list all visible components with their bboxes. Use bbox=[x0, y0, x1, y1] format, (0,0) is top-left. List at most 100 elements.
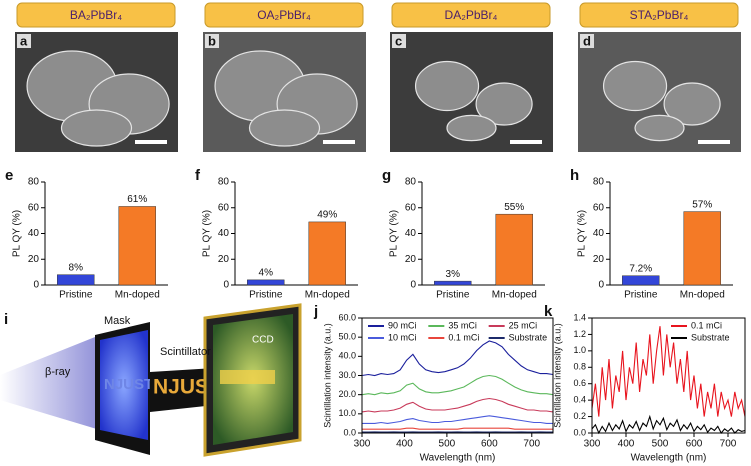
series-line bbox=[591, 414, 746, 435]
series-line bbox=[361, 340, 554, 377]
y-tick-label: 1.4 bbox=[573, 312, 586, 322]
legend-label: Substrate bbox=[691, 332, 730, 342]
series-line bbox=[362, 415, 553, 424]
header-title: BA₂PbBr₄ bbox=[70, 8, 122, 22]
bar bbox=[622, 275, 660, 286]
y-tick-label: 40 bbox=[593, 228, 605, 239]
bar bbox=[683, 211, 721, 286]
legend-label: 0.1 mCi bbox=[448, 332, 479, 342]
mask-label: Mask bbox=[104, 315, 131, 327]
y-tick-label: 80 bbox=[28, 177, 40, 188]
bar bbox=[118, 206, 156, 286]
y-tick-label: 0.6 bbox=[573, 378, 586, 388]
value-label: 7.2% bbox=[629, 263, 652, 274]
y-tick-label: 40.0 bbox=[338, 351, 356, 361]
crystal bbox=[634, 114, 685, 142]
y-tick-label: 20 bbox=[593, 254, 605, 265]
legend-label: 35 mCi bbox=[448, 320, 477, 330]
x-tick-label: Mn-doped bbox=[305, 290, 350, 301]
y-tick-label: 10.0 bbox=[338, 408, 356, 418]
x-tick-label: 500 bbox=[652, 439, 669, 450]
legend-label: 10 mCi bbox=[388, 332, 417, 342]
scale-bar bbox=[323, 140, 355, 144]
x-tick-label: Pristine bbox=[624, 290, 658, 301]
header-box bbox=[579, 2, 739, 28]
y-axis-label: PL QY (%) bbox=[389, 210, 400, 257]
y-tick-label: 60.0 bbox=[338, 312, 356, 322]
x-tick-label: 600 bbox=[686, 439, 703, 450]
panel-letter: j bbox=[313, 303, 318, 320]
panel-letter: h bbox=[570, 167, 579, 184]
y-tick-label: 0 bbox=[33, 280, 39, 291]
panel-letter: a bbox=[20, 33, 28, 48]
series-line bbox=[361, 397, 554, 413]
y-axis-label: PL QY (%) bbox=[202, 210, 213, 257]
scale-bar bbox=[698, 140, 730, 144]
x-tick-label: Mn-doped bbox=[492, 290, 537, 301]
panel-letter: e bbox=[5, 167, 13, 184]
y-tick-label: 0 bbox=[410, 280, 416, 291]
x-tick-label: Pristine bbox=[436, 290, 470, 301]
series-line bbox=[361, 374, 554, 396]
value-label: 3% bbox=[446, 269, 461, 280]
crystal bbox=[446, 114, 497, 142]
header-title: STA₂PbBr₄ bbox=[630, 8, 689, 22]
scale-bar bbox=[510, 140, 542, 144]
value-label: 49% bbox=[317, 210, 337, 221]
y-tick-label: 0 bbox=[598, 280, 604, 291]
legend-label: Substrate bbox=[509, 332, 548, 342]
x-tick-label: Pristine bbox=[249, 290, 283, 301]
crystal bbox=[602, 60, 668, 112]
plot-frame bbox=[591, 317, 746, 434]
value-label: 4% bbox=[259, 267, 274, 278]
mask-text: NJUST bbox=[104, 376, 153, 393]
y-tick-label: 50.0 bbox=[338, 332, 356, 342]
panel-letter-box bbox=[17, 34, 31, 48]
bar bbox=[57, 274, 95, 286]
series-line bbox=[591, 326, 746, 417]
y-tick-label: 20 bbox=[405, 254, 417, 265]
x-tick-label: 700 bbox=[720, 439, 737, 450]
y-tick-label: 80 bbox=[218, 177, 230, 188]
y-tick-label: 60 bbox=[28, 202, 40, 213]
setup-diagram: NJUST NJUST β-ray Mask Scintillator CCD … bbox=[0, 303, 302, 457]
y-tick-label: 0.0 bbox=[573, 427, 586, 437]
x-tick-label: Mn-doped bbox=[115, 290, 160, 301]
scale-bar bbox=[135, 140, 167, 144]
crystal bbox=[475, 82, 533, 126]
bar bbox=[495, 213, 533, 286]
y-axis-label: PL QY (%) bbox=[12, 210, 23, 257]
legend-label: 90 mCi bbox=[388, 320, 417, 330]
x-tick-label: 300 bbox=[354, 439, 371, 450]
y-tick-label: 60 bbox=[405, 202, 417, 213]
x-tick-label: Pristine bbox=[59, 290, 93, 301]
y-tick-label: 60 bbox=[218, 202, 230, 213]
ccd-label: CCD bbox=[252, 335, 274, 346]
crystal bbox=[248, 109, 321, 147]
y-tick-label: 80 bbox=[593, 177, 605, 188]
y-tick-label: 20 bbox=[218, 254, 230, 265]
bar bbox=[308, 221, 346, 286]
header-title: DA₂PbBr₄ bbox=[445, 8, 498, 22]
bar bbox=[247, 279, 285, 286]
panel-letter-box bbox=[392, 34, 406, 48]
y-tick-label: 1.0 bbox=[573, 345, 586, 355]
beam bbox=[0, 335, 100, 430]
y-tick-label: 0.2 bbox=[573, 411, 586, 421]
x-tick-label: 700 bbox=[523, 439, 540, 450]
legend-label: 0.1 mCi bbox=[691, 320, 722, 330]
y-tick-label: 0.8 bbox=[573, 362, 586, 372]
x-tick-label: 400 bbox=[396, 439, 413, 450]
y-tick-label: 0.0 bbox=[343, 427, 356, 437]
y-tick-label: 0 bbox=[223, 280, 229, 291]
y-axis-label: Scintillation intensity (a.u.) bbox=[322, 323, 332, 428]
y-tick-label: 80 bbox=[405, 177, 417, 188]
mask bbox=[100, 330, 148, 440]
x-axis-label: Wavelength (nm) bbox=[420, 453, 496, 464]
ccd-image bbox=[220, 370, 275, 384]
legend-label: 25 mCi bbox=[509, 320, 538, 330]
panel-letter: k bbox=[544, 303, 553, 320]
y-tick-label: 40 bbox=[28, 228, 40, 239]
header-box bbox=[204, 2, 364, 28]
x-tick-label: 400 bbox=[618, 439, 635, 450]
